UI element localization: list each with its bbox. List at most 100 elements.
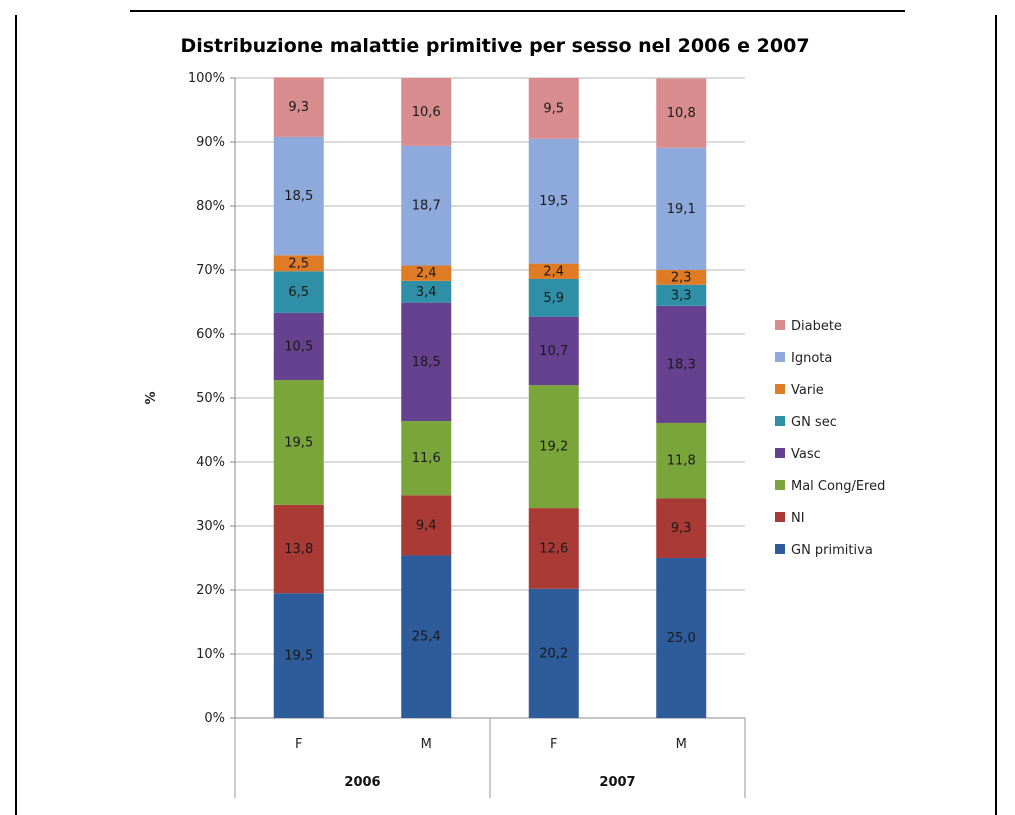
- legend-swatch: [775, 416, 785, 426]
- legend-swatch: [775, 512, 785, 522]
- bar-segment: [273, 77, 324, 137]
- bar-segment: [401, 421, 452, 496]
- bar-segment: [401, 495, 452, 556]
- bar-segment: [401, 302, 452, 422]
- bar-segment: [401, 145, 452, 266]
- data-label: 10,8: [667, 106, 696, 121]
- data-label: 2,3: [671, 270, 692, 285]
- x-tick-label: M: [676, 737, 687, 752]
- x-axis: F M F M 2006 2007: [234, 718, 746, 798]
- data-label: 18,5: [284, 189, 313, 204]
- data-label: 19,5: [539, 194, 568, 209]
- y-tick-label: 20%: [196, 583, 225, 598]
- y-tick-label: 60%: [196, 327, 225, 342]
- data-label: 25,4: [412, 630, 441, 645]
- data-label: 19,1: [667, 202, 696, 217]
- legend-label: GN primitiva: [791, 543, 873, 558]
- x-tick-label: M: [421, 737, 432, 752]
- bar-segment: [401, 280, 452, 303]
- y-tick-label: 0%: [204, 711, 225, 726]
- y-tick-label: 10%: [196, 647, 225, 662]
- data-label: 2,5: [288, 256, 309, 271]
- y-axis-label: %: [144, 391, 159, 404]
- legend-label: GN sec: [791, 415, 837, 430]
- data-label: 11,6: [412, 451, 441, 466]
- bar-segment: [656, 270, 707, 285]
- x-group-label: 2007: [599, 775, 635, 790]
- data-label: 11,8: [667, 454, 696, 469]
- bar-segment: [273, 271, 324, 313]
- bar-segment: [273, 380, 324, 505]
- bar-segment: [656, 147, 707, 270]
- data-label: 12,6: [539, 541, 568, 556]
- y-tick-label: 90%: [196, 135, 225, 150]
- data-label: 18,7: [412, 199, 441, 214]
- legend: Diabete Ignota Varie GN sec Vasc Mal Cong/Ere…: [775, 319, 885, 558]
- legend-swatch: [775, 544, 785, 554]
- bar-segment: [528, 263, 579, 279]
- data-label: 3,4: [416, 285, 437, 300]
- y-tick-label: 30%: [196, 519, 225, 534]
- y-tick-label: 40%: [196, 455, 225, 470]
- bar-segment: [528, 588, 579, 718]
- x-group-label: 2006: [344, 775, 380, 790]
- legend-label: Vasc: [791, 447, 821, 462]
- y-tick-label: 80%: [196, 199, 225, 214]
- data-label: 9,3: [671, 521, 692, 536]
- data-label: 19,5: [284, 649, 313, 664]
- data-label: 18,5: [412, 355, 441, 370]
- data-label: 2,4: [543, 264, 564, 279]
- bar-segment: [273, 593, 324, 718]
- data-label: 5,9: [543, 291, 564, 306]
- legend-swatch: [775, 480, 785, 490]
- chart-title: Distribuzione malattie primitive per ses…: [180, 35, 809, 57]
- y-tick-label: 50%: [196, 391, 225, 406]
- data-label: 20,2: [539, 646, 568, 661]
- y-axis-ticks: 0% 10% 20% 30% 40% 50% 60% 70% 80% 90% 100%: [188, 71, 236, 726]
- chart-frame: [15, 15, 997, 815]
- legend-swatch: [775, 352, 785, 362]
- bar-segment: [528, 508, 579, 589]
- data-label: 19,5: [284, 435, 313, 450]
- bar-segment: [401, 555, 452, 718]
- bar-segment: [656, 422, 707, 499]
- data-label: 13,8: [284, 542, 313, 557]
- legend-label: NI: [791, 511, 805, 526]
- data-label: 18,3: [667, 357, 696, 372]
- x-tick-label: F: [550, 737, 557, 752]
- bar-segment: [656, 78, 707, 148]
- data-label: 9,5: [543, 101, 564, 116]
- x-tick-label: F: [295, 737, 302, 752]
- legend-label: Diabete: [791, 319, 842, 334]
- bar-segment: [273, 136, 324, 256]
- data-label: 10,5: [284, 339, 313, 354]
- legend-label: Mal Cong/Ered: [791, 479, 885, 494]
- top-border-line: [130, 10, 905, 12]
- bar-segment: [401, 265, 452, 281]
- bar-segment: [273, 504, 324, 594]
- bar-segment: [528, 316, 579, 386]
- data-label: 6,5: [288, 285, 309, 300]
- bar-segment: [656, 284, 707, 306]
- legend-label: Varie: [791, 383, 824, 398]
- bar-segment: [656, 558, 707, 718]
- data-label: 19,2: [539, 440, 568, 455]
- bar-segment: [528, 278, 579, 317]
- bar-segment: [273, 312, 324, 381]
- bars: 19,5 13,8 19,5 10,5 6,5 2,5 18,5 9,3 25,4 9,4 11,6…: [273, 77, 707, 718]
- bar-segment: [528, 385, 579, 509]
- legend-swatch: [775, 384, 785, 394]
- bar-segment: [528, 138, 579, 264]
- data-label: 10,7: [539, 344, 568, 359]
- data-label: 9,3: [288, 100, 309, 115]
- y-tick-label: 100%: [188, 71, 225, 86]
- bar-segment: [656, 498, 707, 558]
- data-label: 10,6: [412, 105, 441, 120]
- data-label: 9,4: [416, 518, 437, 533]
- data-label: 3,3: [671, 288, 692, 303]
- legend-swatch: [775, 320, 785, 330]
- legend-swatch: [775, 448, 785, 458]
- bar-segment: [273, 255, 324, 272]
- bar-segment: [528, 78, 579, 139]
